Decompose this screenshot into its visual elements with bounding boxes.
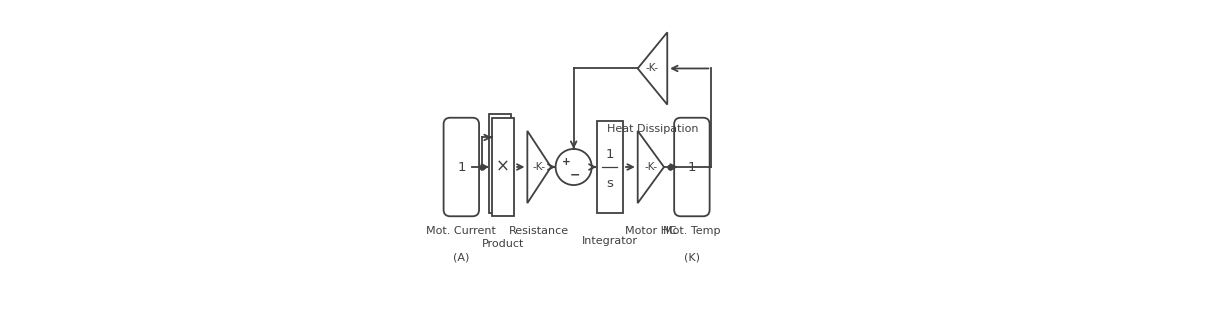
Text: ×: × — [496, 158, 509, 176]
Text: -K-: -K- — [644, 162, 657, 172]
Text: Product: Product — [482, 239, 524, 249]
Text: Resistance: Resistance — [509, 226, 569, 236]
Polygon shape — [638, 32, 667, 105]
Polygon shape — [638, 131, 664, 203]
Text: 1: 1 — [605, 148, 614, 161]
Text: 1: 1 — [457, 161, 466, 173]
Circle shape — [556, 149, 592, 185]
Text: s: s — [606, 177, 614, 190]
Text: Mot. Temp: Mot. Temp — [664, 226, 721, 236]
Text: Motor HC: Motor HC — [625, 226, 677, 236]
Text: +: + — [562, 157, 570, 167]
Text: -K-: -K- — [533, 162, 546, 172]
Text: 1: 1 — [688, 161, 696, 173]
Text: -K-: -K- — [645, 63, 659, 73]
Bar — [492, 118, 514, 216]
Text: −: − — [569, 168, 580, 181]
Polygon shape — [528, 131, 551, 203]
Text: Mot. Current: Mot. Current — [427, 226, 496, 236]
Text: (A): (A) — [454, 253, 469, 263]
Bar — [489, 115, 511, 213]
FancyBboxPatch shape — [674, 118, 710, 216]
Text: Integrator: Integrator — [582, 236, 638, 246]
Text: Heat Dissipation: Heat Dissipation — [606, 124, 699, 134]
Bar — [597, 121, 623, 213]
FancyBboxPatch shape — [444, 118, 479, 216]
Text: (K): (K) — [684, 253, 700, 263]
